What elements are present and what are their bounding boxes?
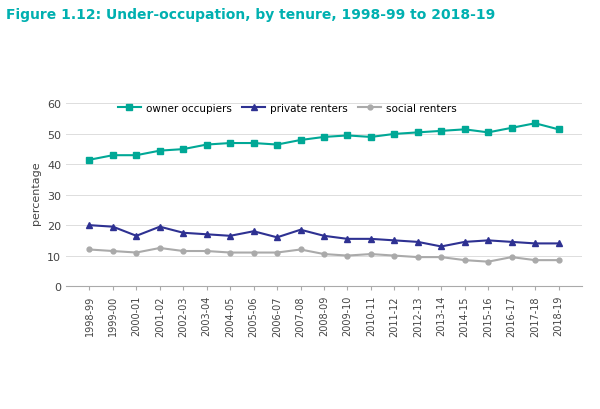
private renters	[508, 240, 515, 245]
private renters	[391, 238, 398, 243]
social renters	[133, 250, 140, 255]
Legend: owner occupiers, private renters, social renters: owner occupiers, private renters, social…	[118, 103, 457, 113]
social renters	[156, 246, 163, 251]
private renters	[485, 238, 492, 243]
owner occupiers	[156, 149, 163, 154]
social renters	[414, 255, 421, 260]
private renters	[344, 237, 351, 242]
social renters	[320, 252, 328, 257]
owner occupiers	[485, 130, 492, 135]
social renters	[274, 250, 281, 255]
social renters	[297, 247, 304, 252]
private renters	[250, 229, 257, 234]
private renters	[274, 235, 281, 240]
social renters	[109, 249, 116, 254]
social renters	[86, 247, 93, 252]
private renters	[156, 225, 163, 229]
private renters	[227, 234, 234, 239]
social renters	[437, 255, 445, 260]
owner occupiers	[367, 135, 374, 140]
owner occupiers	[133, 153, 140, 158]
private renters	[414, 240, 421, 245]
owner occupiers	[320, 135, 328, 140]
Line: private renters: private renters	[86, 223, 562, 249]
owner occupiers	[274, 143, 281, 148]
social renters	[508, 255, 515, 260]
social renters	[367, 252, 374, 257]
private renters	[367, 237, 374, 242]
owner occupiers	[461, 128, 469, 133]
private renters	[133, 234, 140, 239]
private renters	[555, 241, 562, 246]
Text: Figure 1.12: Under-occupation, by tenure, 1998-99 to 2018-19: Figure 1.12: Under-occupation, by tenure…	[6, 8, 495, 22]
private renters	[297, 228, 304, 233]
Line: social renters: social renters	[87, 246, 561, 265]
social renters	[461, 258, 469, 263]
owner occupiers	[532, 121, 539, 126]
owner occupiers	[414, 130, 421, 135]
owner occupiers	[250, 141, 257, 146]
social renters	[227, 250, 234, 255]
owner occupiers	[297, 138, 304, 143]
private renters	[203, 232, 211, 237]
owner occupiers	[508, 126, 515, 131]
Line: owner occupiers: owner occupiers	[86, 121, 562, 163]
private renters	[461, 240, 469, 245]
owner occupiers	[109, 153, 116, 158]
social renters	[179, 249, 187, 254]
owner occupiers	[391, 132, 398, 137]
social renters	[203, 249, 211, 254]
social renters	[391, 254, 398, 258]
owner occupiers	[555, 128, 562, 133]
private renters	[320, 234, 328, 239]
social renters	[344, 254, 351, 258]
private renters	[179, 231, 187, 236]
owner occupiers	[437, 129, 445, 134]
private renters	[532, 241, 539, 246]
social renters	[250, 250, 257, 255]
social renters	[532, 258, 539, 263]
social renters	[485, 260, 492, 265]
owner occupiers	[179, 147, 187, 152]
owner occupiers	[344, 134, 351, 139]
private renters	[86, 223, 93, 228]
social renters	[555, 258, 562, 263]
owner occupiers	[86, 158, 93, 163]
owner occupiers	[203, 143, 211, 148]
owner occupiers	[227, 141, 234, 146]
private renters	[437, 245, 445, 249]
Y-axis label: percentage: percentage	[31, 160, 41, 224]
private renters	[109, 225, 116, 229]
